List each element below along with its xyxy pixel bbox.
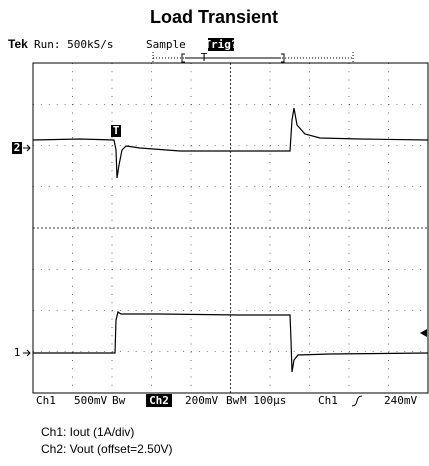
title: Load Transient: [150, 7, 278, 27]
ch2-marker-bg: [12, 142, 22, 154]
ch1-label: Ch1: [36, 394, 56, 407]
caption: Ch2: Vout (offset=2.50V): [41, 442, 173, 456]
ch2-scale: 200mV: [185, 394, 218, 407]
brand: Tek: [8, 37, 28, 51]
run-rate: Run: 500kS/s: [34, 38, 113, 51]
ch1-arrow: [23, 349, 31, 357]
slope-icon: [351, 395, 363, 407]
trigger-level-arrow: [420, 329, 427, 337]
trigger-status-bg: [208, 38, 234, 51]
ch1-marker: 1: [14, 346, 21, 359]
ch2-trace: [32, 107, 429, 179]
trigger-marker: T: [113, 124, 120, 137]
ch2-label: Ch2: [149, 394, 169, 407]
caption: Ch1: Iout (1A/div): [41, 425, 134, 439]
acq-mode: Sample: [146, 38, 186, 51]
view-window: [181, 53, 285, 63]
ch2-marker: 2: [14, 141, 21, 154]
ch1-scale: 500mV: [74, 394, 107, 407]
graticule: [33, 63, 428, 393]
trigger-level: 240mV: [384, 394, 417, 407]
ch2-label-bg: [146, 394, 172, 407]
bw-icon: Bw: [112, 394, 126, 407]
timebase: M 100µs: [240, 394, 286, 407]
ch1-trace: [33, 311, 429, 373]
ch2-arrow: [23, 144, 31, 152]
bw-icon: Bw: [226, 394, 240, 407]
trigger-source: Ch1: [318, 394, 338, 407]
trigger-status: Trig?: [204, 38, 237, 51]
trigger-marker-bg: [111, 125, 121, 137]
trigger-pos: T: [201, 51, 208, 64]
